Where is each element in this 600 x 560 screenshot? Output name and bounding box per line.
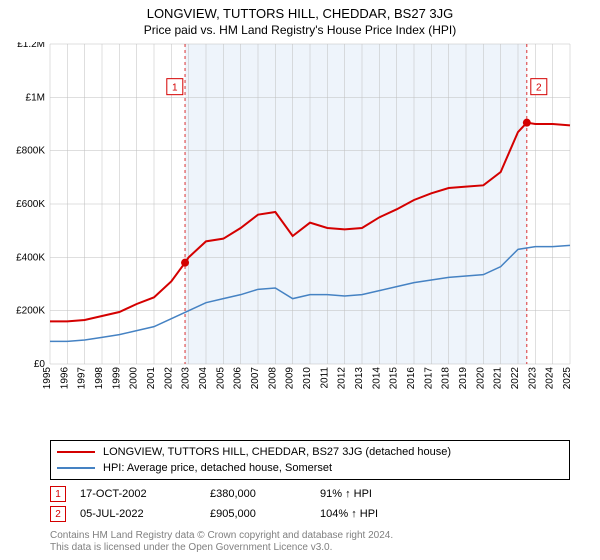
svg-text:2024: 2024 (545, 367, 556, 390)
svg-text:2017: 2017 (423, 367, 434, 390)
sale-marker-number: 1 (55, 489, 61, 500)
svg-text:2014: 2014 (371, 367, 382, 390)
sale-row-2: 2 05-JUL-2022 £905,000 104% ↑ HPI (50, 506, 570, 522)
svg-text:£200K: £200K (16, 306, 45, 317)
legend: LONGVIEW, TUTTORS HILL, CHEDDAR, BS27 3J… (50, 440, 570, 480)
svg-text:2021: 2021 (493, 367, 504, 390)
svg-text:£600K: £600K (16, 199, 45, 210)
sale-marker-icon: 2 (50, 506, 66, 522)
svg-text:2013: 2013 (354, 367, 365, 390)
sale-hpi: 104% ↑ HPI (320, 508, 430, 520)
svg-text:2: 2 (536, 83, 542, 94)
legend-swatch-icon (57, 467, 95, 469)
svg-text:2008: 2008 (267, 367, 278, 390)
sale-marker-icon: 1 (50, 486, 66, 502)
footer-line2: This data is licensed under the Open Gov… (50, 542, 393, 554)
svg-text:1995: 1995 (42, 367, 53, 390)
sale-row-1: 1 17-OCT-2002 £380,000 91% ↑ HPI (50, 486, 570, 502)
svg-text:2001: 2001 (146, 367, 157, 390)
legend-item-property: LONGVIEW, TUTTORS HILL, CHEDDAR, BS27 3J… (57, 444, 563, 460)
svg-text:1999: 1999 (111, 367, 122, 390)
svg-text:2006: 2006 (233, 367, 244, 390)
footer-line1: Contains HM Land Registry data © Crown c… (50, 530, 393, 542)
svg-text:2020: 2020 (475, 367, 486, 390)
svg-text:2003: 2003 (181, 367, 192, 390)
svg-text:2022: 2022 (510, 367, 521, 390)
svg-text:2015: 2015 (389, 367, 400, 390)
legend-label: LONGVIEW, TUTTORS HILL, CHEDDAR, BS27 3J… (103, 446, 451, 458)
chart-container: LONGVIEW, TUTTORS HILL, CHEDDAR, BS27 3J… (0, 0, 600, 560)
sale-hpi: 91% ↑ HPI (320, 488, 430, 500)
svg-text:2010: 2010 (302, 367, 313, 390)
svg-text:1997: 1997 (77, 367, 88, 390)
sale-marker-number: 2 (55, 509, 61, 520)
svg-text:2007: 2007 (250, 367, 261, 390)
legend-swatch-icon (57, 451, 95, 453)
svg-text:2000: 2000 (129, 367, 140, 390)
svg-text:2011: 2011 (319, 367, 330, 389)
svg-text:£1.2M: £1.2M (17, 42, 45, 50)
svg-text:£1M: £1M (26, 92, 45, 103)
svg-text:2002: 2002 (163, 367, 174, 390)
svg-text:1996: 1996 (59, 367, 70, 390)
svg-text:2005: 2005 (215, 367, 226, 390)
svg-text:2025: 2025 (562, 367, 572, 390)
svg-text:2009: 2009 (285, 367, 296, 390)
chart-title: LONGVIEW, TUTTORS HILL, CHEDDAR, BS27 3J… (0, 0, 600, 21)
svg-text:2016: 2016 (406, 367, 417, 390)
legend-item-hpi: HPI: Average price, detached house, Some… (57, 460, 563, 476)
svg-text:1: 1 (172, 83, 178, 94)
svg-text:2019: 2019 (458, 367, 469, 390)
svg-text:2018: 2018 (441, 367, 452, 390)
svg-text:£400K: £400K (16, 252, 45, 263)
chart-svg: £0£200K£400K£600K£800K£1M£1.2M1995199619… (8, 42, 572, 426)
sale-date: 17-OCT-2002 (80, 488, 210, 500)
svg-text:£800K: £800K (16, 146, 45, 157)
svg-text:2023: 2023 (527, 367, 538, 390)
svg-text:2012: 2012 (337, 367, 348, 390)
sale-price: £905,000 (210, 508, 320, 520)
footer-text: Contains HM Land Registry data © Crown c… (50, 530, 393, 554)
sale-price: £380,000 (210, 488, 320, 500)
chart-subtitle: Price paid vs. HM Land Registry's House … (0, 21, 600, 37)
legend-label: HPI: Average price, detached house, Some… (103, 462, 332, 474)
svg-text:1998: 1998 (94, 367, 105, 390)
plot-area: £0£200K£400K£600K£800K£1M£1.2M1995199619… (50, 44, 570, 394)
svg-text:2004: 2004 (198, 367, 209, 390)
sale-date: 05-JUL-2022 (80, 508, 210, 520)
